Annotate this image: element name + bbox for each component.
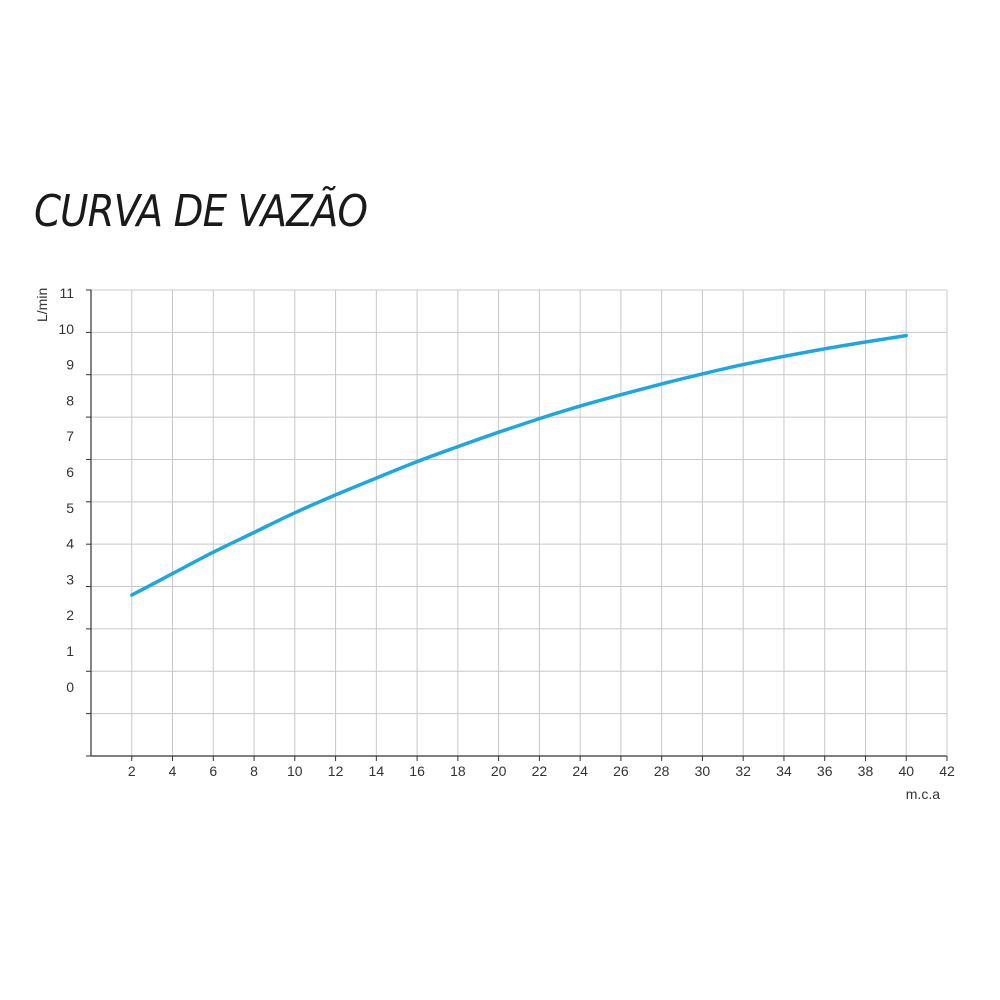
axes: [86, 289, 948, 761]
x-tick-label-2: 2: [128, 763, 136, 779]
x-tick-label-18: 18: [450, 763, 466, 779]
x-tick-label-6: 6: [209, 763, 217, 779]
x-tick-labels: 2 4 6 8 10 12 14 16 18 20 22 24 26 28 30 32 34 36 38 40 42: [128, 763, 955, 779]
y-tick-label-6: 6: [66, 464, 74, 480]
chart-title: CURVA DE VAZÃO: [34, 186, 368, 237]
x-tick-label-32: 32: [735, 763, 751, 779]
y-tick-label-3: 3: [66, 571, 74, 587]
x-tick-label-42: 42: [939, 763, 955, 779]
y-tick-label-9: 9: [66, 357, 74, 373]
x-tick-label-22: 22: [532, 763, 548, 779]
x-tick-label-20: 20: [491, 763, 507, 779]
y-tick-label-4: 4: [66, 536, 74, 552]
y-tick-label-8: 8: [66, 392, 74, 408]
flow-curve-line: [130, 333, 908, 597]
x-tick-label-40: 40: [898, 763, 914, 779]
y-axis-label: L/min: [34, 288, 50, 322]
x-tick-label-34: 34: [776, 763, 792, 779]
x-tick-label-8: 8: [250, 763, 258, 779]
x-tick-label-12: 12: [328, 763, 344, 779]
y-tick-label-11: 11: [59, 285, 74, 301]
grid: [91, 289, 948, 757]
x-tick-label-36: 36: [817, 763, 833, 779]
y-tick-label-10: 10: [58, 321, 74, 337]
y-tick-label-0: 0: [66, 679, 74, 695]
y-tick-label-7: 7: [66, 428, 74, 444]
x-tick-label-14: 14: [369, 763, 385, 779]
y-tick-label-2: 2: [66, 607, 74, 623]
x-tick-label-16: 16: [409, 763, 425, 779]
x-tick-label-24: 24: [572, 763, 588, 779]
y-tick-label-1: 1: [66, 643, 74, 659]
y-tick-label-5: 5: [66, 500, 74, 516]
x-tick-label-38: 38: [858, 763, 874, 779]
x-tick-label-4: 4: [169, 763, 177, 779]
x-axis-label: m.c.a: [906, 786, 940, 802]
x-tick-label-26: 26: [613, 763, 629, 779]
x-tick-label-10: 10: [287, 763, 303, 779]
x-tick-label-30: 30: [695, 763, 711, 779]
x-tick-label-28: 28: [654, 763, 670, 779]
